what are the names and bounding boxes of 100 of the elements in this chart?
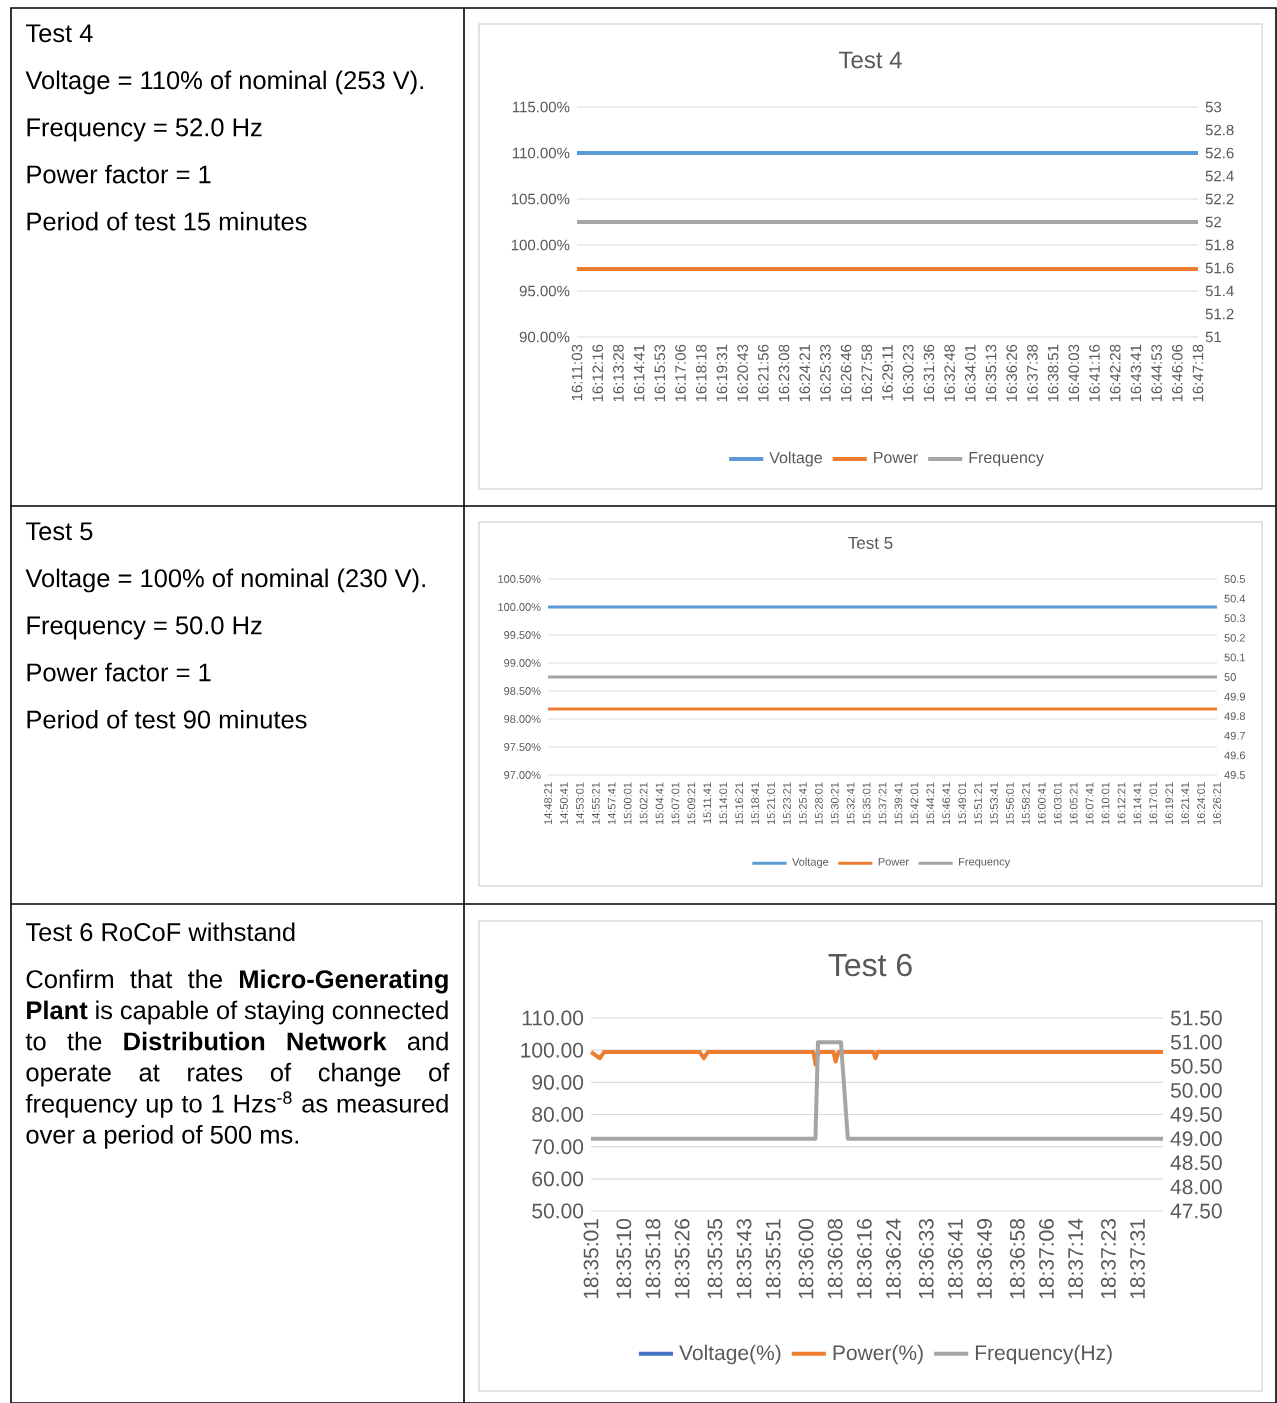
x-tick-label: 15:35:01 [862, 782, 871, 825]
text: Period of test 90 minutes [27, 709, 307, 729]
x-tick-label: 16:40:03 [1068, 344, 1080, 402]
x-tick-label: 16:14:41 [1133, 782, 1142, 825]
y2-tick-label: 52 [1205, 216, 1221, 228]
y2-tick-label: 49.5 [1224, 771, 1245, 779]
x-tick-label: 15:21:01 [767, 782, 775, 825]
text: Voltage = 110% of nominal (253 V). [25, 70, 423, 95]
text: Period of test 15 minutes [27, 211, 307, 231]
y2-tick-label: 49.00 [1170, 1131, 1222, 1147]
y-tick-label: 90.00% [519, 331, 570, 343]
y2-tick-label: 51.8 [1205, 239, 1234, 251]
y-tick-label: 60.00 [532, 1171, 584, 1187]
x-tick-label: 15:44:21 [926, 782, 935, 825]
x-tick-label: 16:14:41 [633, 344, 645, 402]
legend-label: Voltage(%) [679, 1344, 781, 1365]
y2-tick-label: 50.1 [1224, 653, 1245, 662]
x-tick-label: 15:07:01 [671, 782, 680, 825]
text: Frequency = 50.0 Hz [27, 616, 262, 640]
legend-label: Frequency [959, 857, 1011, 868]
x-tick-label: 18:35:26 [674, 1219, 690, 1299]
x-tick-label: 16:11:03 [571, 344, 583, 401]
y2-tick-label: 52.2 [1205, 193, 1234, 205]
x-tick-label: 18:36:24 [885, 1218, 901, 1299]
y-tick-label: 95.00% [519, 285, 570, 297]
x-tick-label: 14:50:41 [560, 782, 568, 825]
x-tick-label: 16:19:21 [1165, 782, 1174, 825]
text: Voltage = 100% of nominal (230 V). [25, 568, 425, 593]
x-tick-label: 18:35:18 [645, 1219, 661, 1299]
x-tick-label: 15:49:01 [958, 782, 967, 825]
x-tick-label: 18:37:14 [1068, 1218, 1084, 1299]
chart-title: Test 5 [848, 537, 893, 549]
y-tick-label: 80.00 [532, 1107, 584, 1122]
y-tick-label: 98.50% [504, 687, 541, 695]
text: Test 6 RoCoF withstand [25, 922, 295, 942]
x-tick-label: 16:23:08 [778, 344, 790, 402]
x-tick-label: 16:42:28 [1109, 344, 1121, 402]
x-tick-label: 16:34:01 [964, 344, 976, 402]
x-tick-label: 14:57:41 [607, 782, 616, 825]
x-tick-label: 15:25:41 [798, 782, 807, 825]
y-tick-label: 50.00 [532, 1203, 584, 1219]
x-tick-label: 18:36:08 [827, 1219, 843, 1299]
x-tick-label: 15:46:41 [942, 782, 951, 825]
chart-title: Test 6 [828, 953, 912, 977]
x-tick-label: 16:26:46 [840, 344, 852, 402]
y-tick-label: 90.00 [532, 1074, 584, 1090]
legend-label: Power [878, 857, 909, 866]
x-tick-label: 16:15:53 [654, 344, 666, 402]
y2-tick-label: 49.6 [1224, 751, 1245, 760]
y-tick-label: 98.00% [504, 715, 541, 723]
x-tick-label: 16:46:06 [1171, 344, 1183, 402]
y2-tick-label: 51 [1205, 331, 1222, 343]
legend-label: Voltage [769, 451, 822, 467]
x-tick-label: 18:36:58 [1009, 1219, 1025, 1299]
x-tick-label: 18:36:16 [856, 1219, 872, 1299]
x-tick-label: 18:37:06 [1039, 1219, 1054, 1299]
x-tick-label: 15:11:41 [703, 782, 712, 824]
y2-tick-label: 50.5 [1224, 575, 1245, 583]
x-tick-label: 18:35:10 [616, 1218, 632, 1299]
x-tick-label: 18:35:43 [736, 1219, 752, 1299]
text: Test 4 [25, 24, 93, 43]
x-tick-label: 16:38:51 [1047, 344, 1059, 402]
x-tick-label: 16:20:43 [737, 344, 748, 402]
y-tick-label: 97.50% [504, 743, 541, 751]
x-tick-label: 16:44:53 [1151, 344, 1162, 402]
x-tick-label: 14:48:21 [544, 782, 552, 825]
x-tick-label: 18:36:41 [947, 1219, 963, 1299]
y2-tick-label: 50.00 [1170, 1082, 1222, 1098]
x-tick-label: 16:37:38 [1027, 344, 1038, 402]
y2-tick-label: 49.9 [1224, 692, 1245, 701]
x-tick-label: 16:41:16 [1089, 344, 1100, 402]
x-tick-label: 16:32:48 [944, 344, 955, 402]
y2-tick-label: 51.2 [1205, 308, 1234, 320]
x-tick-label: 16:26:21 [1213, 782, 1221, 825]
x-tick-label: 15:23:21 [783, 782, 791, 825]
chart-title: Test 4 [839, 51, 902, 69]
y2-tick-label: 47.50 [1170, 1203, 1222, 1219]
y-tick-label: 100.00 [521, 1042, 584, 1058]
x-tick-label: 16:36:26 [1006, 344, 1018, 402]
x-tick-label: 16:17:06 [675, 344, 686, 402]
x-tick-label: 14:55:21 [591, 782, 600, 825]
x-tick-label: 16:18:18 [695, 344, 707, 402]
text: Power factor = 1 [27, 164, 211, 184]
x-tick-label: 16:07:41 [1085, 782, 1094, 825]
y2-tick-label: 50.2 [1224, 633, 1245, 642]
x-tick-label: 16:31:36 [923, 344, 935, 402]
y-tick-label: 110.00 [522, 1010, 584, 1026]
x-tick-label: 16:24:01 [1197, 782, 1205, 825]
x-tick-label: 16:25:33 [820, 344, 831, 402]
y-tick-label: 70.00 [532, 1139, 584, 1155]
y2-tick-label: 52.4 [1205, 170, 1234, 182]
x-tick-label: 15:56:01 [1006, 782, 1014, 825]
x-tick-label: 18:35:01 [583, 1219, 599, 1299]
x-tick-label: 16:17:01 [1149, 782, 1158, 825]
y-tick-label: 100.00% [498, 603, 541, 611]
x-tick-label: 16:12:21 [1117, 782, 1126, 825]
x-tick-label: 15:51:21 [974, 782, 982, 825]
x-tick-label: 18:35:35 [707, 1218, 723, 1299]
y2-tick-label: 48.00 [1170, 1179, 1222, 1195]
y2-tick-label: 49.8 [1224, 712, 1245, 721]
